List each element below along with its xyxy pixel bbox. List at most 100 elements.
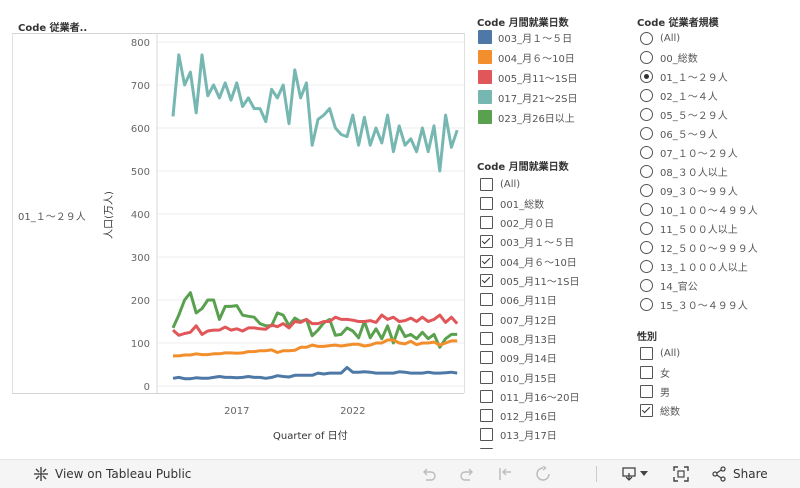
- filter-size-option[interactable]: 05_５～２９人: [640, 105, 728, 123]
- radio-button[interactable]: [640, 164, 653, 178]
- legend-item[interactable]: 003_月１～５日: [478, 28, 572, 46]
- legend-item[interactable]: 005_月11～1S日: [478, 68, 578, 86]
- checkbox[interactable]: [480, 196, 493, 210]
- checkbox[interactable]: [640, 365, 653, 379]
- filter-size-list[interactable]: (All) 00_総数 01_１～２９人 02_１～４人 05_５～２９人 06_５～９人…: [640, 29, 800, 319]
- radio-button[interactable]: [640, 88, 653, 102]
- revert-icon[interactable]: [497, 466, 513, 482]
- filter-size-option[interactable]: 02_１～４人: [640, 86, 718, 104]
- filter-days-option[interactable]: 001_総数: [480, 194, 544, 212]
- filter-days-list[interactable]: (All) 001_総数 002_月０日 003_月１～５日 004_月６～10日 005…: [480, 175, 630, 449]
- filter-size-option[interactable]: 07_１０～２９人: [640, 143, 738, 161]
- option-label: 12_５００～９９９人: [660, 243, 758, 255]
- filter-size-option[interactable]: 12_５００～９９９人: [640, 238, 758, 256]
- checkbox[interactable]: [480, 235, 493, 249]
- checkbox[interactable]: [640, 346, 653, 360]
- checkbox[interactable]: [640, 403, 653, 417]
- filter-sex-option[interactable]: (All): [640, 344, 680, 362]
- radio-button[interactable]: [640, 69, 653, 83]
- x-axis-title: Quarter of 日付: [273, 431, 348, 442]
- radio-button[interactable]: [640, 202, 653, 216]
- y-axis-title: 人口(万人): [103, 191, 115, 239]
- filter-days-option[interactable]: 005_月11～1S日: [480, 272, 580, 290]
- checkbox[interactable]: [480, 293, 493, 307]
- filter-sex-option[interactable]: 総数: [640, 401, 680, 419]
- radio-button[interactable]: [640, 31, 653, 45]
- checkbox[interactable]: [480, 447, 493, 449]
- filter-days-option[interactable]: (All): [480, 175, 520, 193]
- filter-days-option[interactable]: 010_月15日: [480, 368, 557, 386]
- filter-size-option[interactable]: 14_官公: [640, 276, 698, 294]
- pause-icon[interactable]: [535, 466, 551, 482]
- filter-days-option[interactable]: 004_月６～10日: [480, 252, 577, 270]
- filter-size-option[interactable]: (All): [640, 29, 680, 47]
- radio-button[interactable]: [640, 221, 653, 235]
- filter-size-option[interactable]: 06_５～９人: [640, 124, 718, 142]
- filter-sex-list[interactable]: (All) 女男総数: [640, 344, 790, 424]
- filter-size-option[interactable]: 00_総数: [640, 48, 698, 66]
- series-line-1[interactable]: [171, 291, 458, 349]
- download-menu-chevron-icon[interactable]: [640, 471, 648, 477]
- filter-size-title: Code 従業者規模: [637, 18, 719, 29]
- radio-button[interactable]: [640, 183, 653, 197]
- radio-button[interactable]: [640, 240, 653, 254]
- option-label: 10_１００～４９９人: [660, 205, 758, 217]
- checkbox[interactable]: [640, 384, 653, 398]
- filter-days-option[interactable]: 014_月18日: [480, 445, 557, 449]
- checkbox[interactable]: [480, 370, 493, 384]
- legend-item[interactable]: 004_月６～10日: [478, 48, 575, 66]
- filter-sex-option[interactable]: 女: [640, 363, 670, 381]
- filter-days-option[interactable]: 013_月17日: [480, 426, 557, 444]
- filter-size-option[interactable]: 08_３０人以上: [640, 162, 728, 180]
- filter-days-option[interactable]: 007_月12日: [480, 310, 557, 328]
- radio-button[interactable]: [640, 126, 653, 140]
- option-label: 02_１～４人: [660, 91, 718, 103]
- checkbox[interactable]: [480, 216, 493, 230]
- radio-button[interactable]: [640, 297, 653, 311]
- view-on-tableau-button[interactable]: View on Tableau Public: [33, 460, 191, 488]
- filter-size-option[interactable]: 01_１～２９人: [640, 67, 728, 85]
- filter-size-option[interactable]: 13_１０００人以上: [640, 257, 748, 275]
- radio-button[interactable]: [640, 50, 653, 64]
- checkbox[interactable]: [480, 312, 493, 326]
- checkbox[interactable]: [480, 428, 493, 442]
- share-button[interactable]: Share: [711, 460, 768, 488]
- download-icon[interactable]: [621, 466, 637, 482]
- series-line-4[interactable]: [172, 366, 458, 381]
- filter-size-option[interactable]: 10_１００～４９９人: [640, 200, 758, 218]
- line-chart[interactable]: 0 100 200 300 400 500 600 700 800 2017 2022 人口(万人…: [0, 0, 470, 450]
- checkbox[interactable]: [480, 254, 493, 268]
- series-line-0[interactable]: [171, 53, 459, 173]
- fullscreen-icon[interactable]: [673, 466, 689, 482]
- checkbox[interactable]: [480, 389, 493, 403]
- checkbox[interactable]: [480, 331, 493, 345]
- filter-size-option[interactable]: 15_３０～４９９人: [640, 295, 748, 313]
- filter-size-option[interactable]: 09_３０～９９人: [640, 181, 738, 199]
- checkbox[interactable]: [480, 274, 493, 287]
- filter-days-option[interactable]: 006_月11日: [480, 291, 557, 309]
- radio-button[interactable]: [640, 278, 653, 292]
- radio-button[interactable]: [640, 259, 653, 273]
- filter-days-option[interactable]: 002_月０日: [480, 214, 554, 232]
- checkbox[interactable]: [480, 177, 493, 191]
- legend-item[interactable]: 023_月26日以上: [478, 108, 575, 126]
- redo-icon[interactable]: [459, 466, 475, 482]
- checkbox[interactable]: [480, 409, 493, 423]
- filter-days-option[interactable]: 009_月14日: [480, 349, 557, 367]
- series-line-3[interactable]: [173, 338, 458, 358]
- filter-size-option[interactable]: 11_５００人以上: [640, 219, 738, 237]
- filter-days-option[interactable]: 012_月16日: [480, 407, 557, 425]
- filter-days-option[interactable]: 008_月13日: [480, 329, 557, 347]
- option-label: 09_３０～９９人: [660, 186, 738, 198]
- filter-sex-option[interactable]: 男: [640, 382, 670, 400]
- option-label: 総数: [660, 406, 680, 418]
- filter-days-option[interactable]: 011_月16～20日: [480, 387, 580, 405]
- series-line-2[interactable]: [171, 313, 459, 337]
- undo-icon[interactable]: [421, 466, 437, 482]
- radio-button[interactable]: [640, 145, 653, 159]
- filter-days-option[interactable]: 003_月１～５日: [480, 233, 574, 251]
- legend-swatch: [478, 90, 492, 104]
- legend-item[interactable]: 017_月21～2S日: [478, 88, 578, 106]
- checkbox[interactable]: [480, 351, 493, 365]
- radio-button[interactable]: [640, 107, 653, 121]
